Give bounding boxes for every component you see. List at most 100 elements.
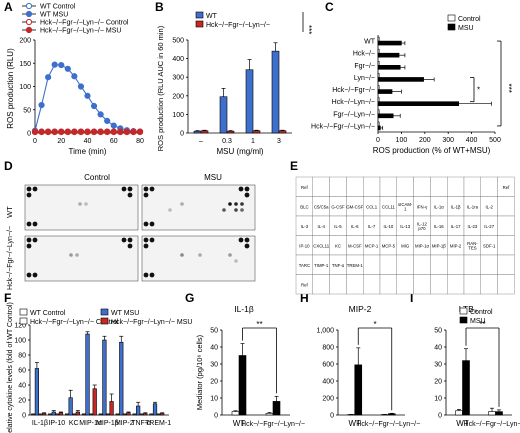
array-cell xyxy=(413,274,431,295)
data-point xyxy=(77,83,85,90)
data-point xyxy=(84,128,91,135)
analyte-label: MIP-1β xyxy=(432,243,446,248)
y-tick-label: 40 xyxy=(210,345,218,352)
x-tick-label: Hck−/−Fgr−/−Lyn−/− xyxy=(464,421,520,428)
bar-1 xyxy=(102,339,107,416)
reference-spot xyxy=(143,192,149,198)
y-tick-label: 0 xyxy=(330,413,334,420)
array-cell xyxy=(379,254,397,275)
data-point xyxy=(71,73,78,80)
x-tick-label: 400 xyxy=(466,137,478,144)
reference-spot xyxy=(127,243,133,249)
bar-control xyxy=(377,109,380,115)
y-tick-label: 10 xyxy=(210,396,218,403)
cytokine-spot xyxy=(75,253,79,257)
bar-MSU xyxy=(354,364,363,416)
bar-0 xyxy=(115,413,120,416)
data-point xyxy=(97,128,104,135)
cytokine-spot xyxy=(234,259,238,263)
analyte-label: IL-5 xyxy=(334,224,342,229)
y-axis-label: Mediator (pg/10⁶ cells) xyxy=(195,334,204,410)
bar-1 xyxy=(152,403,158,416)
bar-MSU xyxy=(272,401,281,416)
panel-letter-a: A xyxy=(4,0,13,14)
y-axis-label: ROS production (RLU) xyxy=(6,48,15,129)
array-cell xyxy=(396,176,414,197)
bar-3 xyxy=(58,412,64,416)
reference-spot xyxy=(149,237,155,243)
legend-swatch-tko xyxy=(195,20,204,28)
array-cell xyxy=(463,176,481,197)
y-tick-label: 50 xyxy=(434,328,442,335)
data-point xyxy=(45,128,52,135)
y-tick-label: 40 xyxy=(18,383,26,390)
array-cell xyxy=(396,274,414,295)
cytokine-spot xyxy=(69,253,73,257)
bar-msu xyxy=(377,77,424,82)
x-axis-label: MSU (mg/ml) xyxy=(216,147,263,156)
bar-2 xyxy=(122,413,127,416)
bar-WT xyxy=(219,96,228,134)
reference-spot xyxy=(121,237,127,243)
array-cell xyxy=(363,254,381,275)
bar-0 xyxy=(132,413,137,416)
analyte-label: BLC xyxy=(300,204,308,209)
bar-2 xyxy=(38,413,43,416)
bar-control xyxy=(377,73,380,78)
reference-spot xyxy=(149,186,155,192)
reference-spot xyxy=(121,186,127,192)
cytokine-spot xyxy=(180,202,184,206)
significance-marker: *** xyxy=(304,25,313,34)
row-label-tko: Hck−/−Fgr−/−Lyn−/− xyxy=(7,226,14,290)
y-tick-label: 30 xyxy=(210,362,218,369)
panel-letter-c: C xyxy=(325,0,334,14)
legend-label: Hck−/−Fgr−/−Lyn−/− Control xyxy=(40,20,129,27)
data-point xyxy=(104,128,111,135)
reference-spot xyxy=(143,243,149,249)
analyte-label: MCP-1 xyxy=(365,243,379,248)
legend-label: Control xyxy=(470,309,493,316)
significance-marker: ** xyxy=(479,320,485,329)
analyte-label: CCL1 xyxy=(366,204,378,209)
y-tick-label: 50 xyxy=(210,328,218,335)
bar-Control xyxy=(265,412,274,416)
bar-0 xyxy=(81,413,87,416)
bar-2 xyxy=(89,413,94,416)
analyte-label: G-CSF xyxy=(331,204,345,209)
array-cell xyxy=(497,274,515,295)
y-tick-label: 800 xyxy=(322,345,334,352)
analyte-label: M-CSF xyxy=(348,243,362,248)
x-tick-label: WT xyxy=(349,419,362,428)
array-cell xyxy=(447,176,465,197)
significance-marker: * xyxy=(477,86,480,95)
data-point xyxy=(31,128,39,135)
array-cell xyxy=(480,176,498,197)
panel-g-bar-chart: 0 10 20 30 40 50 IL-1β Mediator (pg/10⁶ cells) W… xyxy=(195,304,305,428)
blot-membrane xyxy=(24,235,139,282)
analyte-label: MCP-5 xyxy=(382,243,396,248)
bar-Control xyxy=(488,411,496,416)
legend-label: MSU xyxy=(470,318,486,325)
array-cell xyxy=(413,176,431,197)
bar-msu xyxy=(377,101,460,106)
blot-membrane xyxy=(141,184,256,231)
blot-membrane xyxy=(141,235,256,282)
legend-label: Hck−/−Fgr−/−Lyn−/− MSU xyxy=(40,28,121,35)
array-cell xyxy=(346,274,364,295)
cytokine-spot xyxy=(228,253,232,257)
panel-e-array-map: Ref Ref BLC C5/C5a G-CSF GM-CSF CCL1 CCL11 sICAM… xyxy=(295,176,515,295)
bar-MSU xyxy=(495,411,503,416)
bar-3 xyxy=(160,413,165,416)
array-cell xyxy=(379,176,397,197)
array-cell xyxy=(430,274,448,295)
analyte-label: IL-10 xyxy=(384,224,394,229)
x-tick-label: MIP-2 xyxy=(115,420,134,427)
reference-spot xyxy=(244,186,250,192)
x-tick-label: IP-10 xyxy=(48,420,65,427)
cytokine-spot xyxy=(78,202,82,206)
bar-0 xyxy=(149,413,154,416)
array-cell xyxy=(363,176,381,197)
panel-b-bar-chart: 0 100 200 300 400 500 ROS production (RLU AUC … xyxy=(156,11,313,156)
bar-0 xyxy=(64,413,70,416)
cytokine-spot xyxy=(180,253,184,257)
